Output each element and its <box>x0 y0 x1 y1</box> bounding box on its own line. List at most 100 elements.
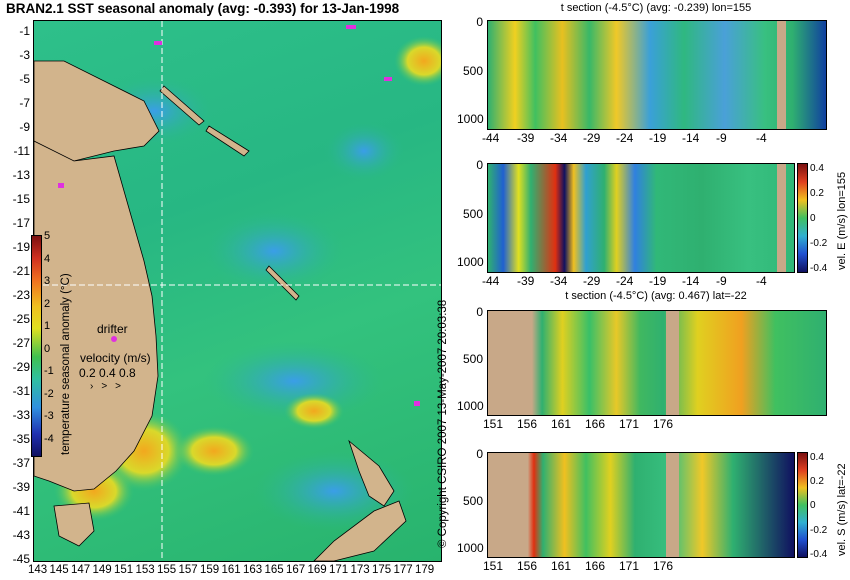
solomon-islands <box>205 125 250 157</box>
panel2-land-mask <box>777 164 786 272</box>
warm-anomaly <box>284 393 344 429</box>
map-y-tick-label: -15 <box>12 192 30 206</box>
drifter-label: drifter <box>97 322 128 336</box>
sst-colorbar-tick-label: -1 <box>44 365 54 377</box>
map-y-tick-label: -45 <box>12 552 30 566</box>
panel2-colorbar-label: vel. E (m/s) lon=155 <box>836 171 848 270</box>
sst-colorbar <box>31 235 42 457</box>
p3-x-tick-label: 151 <box>483 417 504 431</box>
solomon-islands <box>159 85 205 126</box>
p2-y-tick-label: 1000 <box>457 255 484 270</box>
p3-y-tick-label: 500 <box>462 351 483 366</box>
sst-colorbar-tick-label: 3 <box>44 275 51 287</box>
sst-anomaly-map[interactable] <box>33 20 442 562</box>
p2-x-tick-label: -14 <box>682 274 700 288</box>
sst-colorbar-tick-label: 1 <box>44 320 51 332</box>
map-y-tick-label: -13 <box>12 168 30 182</box>
copyright-text: © Copyright CSIRO 2007 13-May-2007 20:03… <box>437 299 449 548</box>
p1-y-tick-label: 0 <box>476 15 483 30</box>
p4-x-tick-label: 166 <box>585 559 606 573</box>
drifter-marker <box>58 183 64 188</box>
p4-x-tick-label: 151 <box>483 559 504 573</box>
map-title: BRAN2.1 SST seasonal anomaly (avg: -0.39… <box>6 1 400 16</box>
map-x-tick-label: 143 <box>28 564 48 576</box>
map-x-tick-label: 175 <box>372 564 392 576</box>
australia-land <box>34 140 159 492</box>
new-zealand-south-island <box>313 500 407 561</box>
map-y-tick-label: -43 <box>12 528 30 542</box>
p3-x-tick-label: 161 <box>551 417 572 431</box>
map-x-tick-label: 163 <box>243 564 263 576</box>
warm-anomaly <box>394 36 441 86</box>
p2-x-tick-label: -24 <box>616 274 634 288</box>
p4-x-tick-label: 156 <box>517 559 538 573</box>
p1-x-tick-label: -44 <box>482 131 500 145</box>
map-x-tick-label: 149 <box>92 564 112 576</box>
map-y-tick-label: -11 <box>13 144 30 158</box>
sst-colorbar-tick-label: 2 <box>44 297 51 310</box>
velocity-label: velocity (m/s) <box>80 351 151 365</box>
map-x-tick-label: 155 <box>157 564 177 576</box>
panel4-vel-south-lat-22[interactable] <box>487 452 795 558</box>
map-y-tick-label: -9 <box>19 120 30 134</box>
map-x-tick-label: 147 <box>71 564 91 576</box>
panel4-colorbar-label: vel. S (m/s) lat=-22 <box>836 463 848 556</box>
p1-y-tick-label: 500 <box>462 63 483 78</box>
p2-colorbar-tick-label: -0.4 <box>810 263 828 275</box>
cool-anomaly <box>204 211 344 291</box>
panel1-land-mask <box>777 21 786 129</box>
map-x-tick-label: 159 <box>200 564 220 576</box>
map-graphics <box>34 21 441 561</box>
map-x-tick-label: 177 <box>393 564 413 576</box>
map-y-tick-label: -3 <box>19 48 30 62</box>
map-x-tick-label: 153 <box>135 564 155 576</box>
panel4-land-mask <box>666 453 679 557</box>
p4-y-tick-label: 1000 <box>457 540 484 555</box>
p2-colorbar-tick-label: 0.4 <box>810 163 824 174</box>
p3-x-tick-label: 176 <box>653 417 674 431</box>
sst-colorbar-tick-label: -4 <box>44 432 54 445</box>
map-x-tick-label: 165 <box>264 564 284 576</box>
p1-x-tick-label: -14 <box>682 131 700 145</box>
p3-y-tick-label: 0 <box>476 305 483 320</box>
map-y-tick-label: -35 <box>12 432 30 446</box>
p4-y-tick-label: 500 <box>462 493 483 508</box>
sst-colorbar-tick-label: 0 <box>44 342 51 355</box>
p2-y-tick-label: 500 <box>462 206 483 221</box>
p2-colorbar-tick-label: 0 <box>810 213 816 225</box>
panel4-colorbar <box>797 452 808 558</box>
map-y-tick-label: -31 <box>12 384 30 398</box>
sst-colorbar-tick-label: -3 <box>44 410 54 422</box>
map-x-tick-label: 173 <box>350 564 370 576</box>
map-y-tick-label: -5 <box>19 72 30 86</box>
map-y-tick-label: -39 <box>12 480 30 494</box>
panel1-temp-section-lon155[interactable] <box>487 20 827 130</box>
map-x-tick-label: 145 <box>49 564 69 576</box>
sst-colorbar-tick-label: -2 <box>44 387 54 400</box>
p2-colorbar-tick-label: -0.2 <box>810 238 828 250</box>
panel3-title: t section (-4.5°C) (avg: 0.467) lat=-22 <box>565 290 747 302</box>
p1-y-tick-label: 1000 <box>457 112 484 127</box>
drifter-marker <box>346 25 356 29</box>
map-x-tick-label: 179 <box>415 564 435 576</box>
p2-x-tick-label: -19 <box>649 274 667 288</box>
map-y-tick-label: -23 <box>12 288 30 302</box>
p1-x-tick-label: -39 <box>517 131 535 145</box>
cool-anomaly <box>324 121 404 181</box>
panel3-land-mask <box>666 311 679 415</box>
p1-x-tick-label: -29 <box>583 131 601 145</box>
p3-x-tick-label: 156 <box>517 417 538 431</box>
p2-x-tick-label: -34 <box>550 274 568 288</box>
map-x-tick-label: 151 <box>114 564 134 576</box>
p4-colorbar-tick-label: 0.2 <box>810 476 824 488</box>
panel3-temp-section-lat-22[interactable] <box>487 310 827 416</box>
p1-x-tick-label: -4 <box>756 131 767 145</box>
p3-x-tick-label: 166 <box>585 417 606 431</box>
map-x-tick-label: 169 <box>307 564 327 576</box>
map-y-tick-label: -7 <box>19 96 30 110</box>
tasmania-land <box>53 502 95 547</box>
panel2-vel-east-lon155[interactable] <box>487 163 795 273</box>
map-y-tick-label: -17 <box>12 216 30 230</box>
p1-x-tick-label: -9 <box>716 131 727 145</box>
new-zealand-north-island <box>348 439 395 507</box>
